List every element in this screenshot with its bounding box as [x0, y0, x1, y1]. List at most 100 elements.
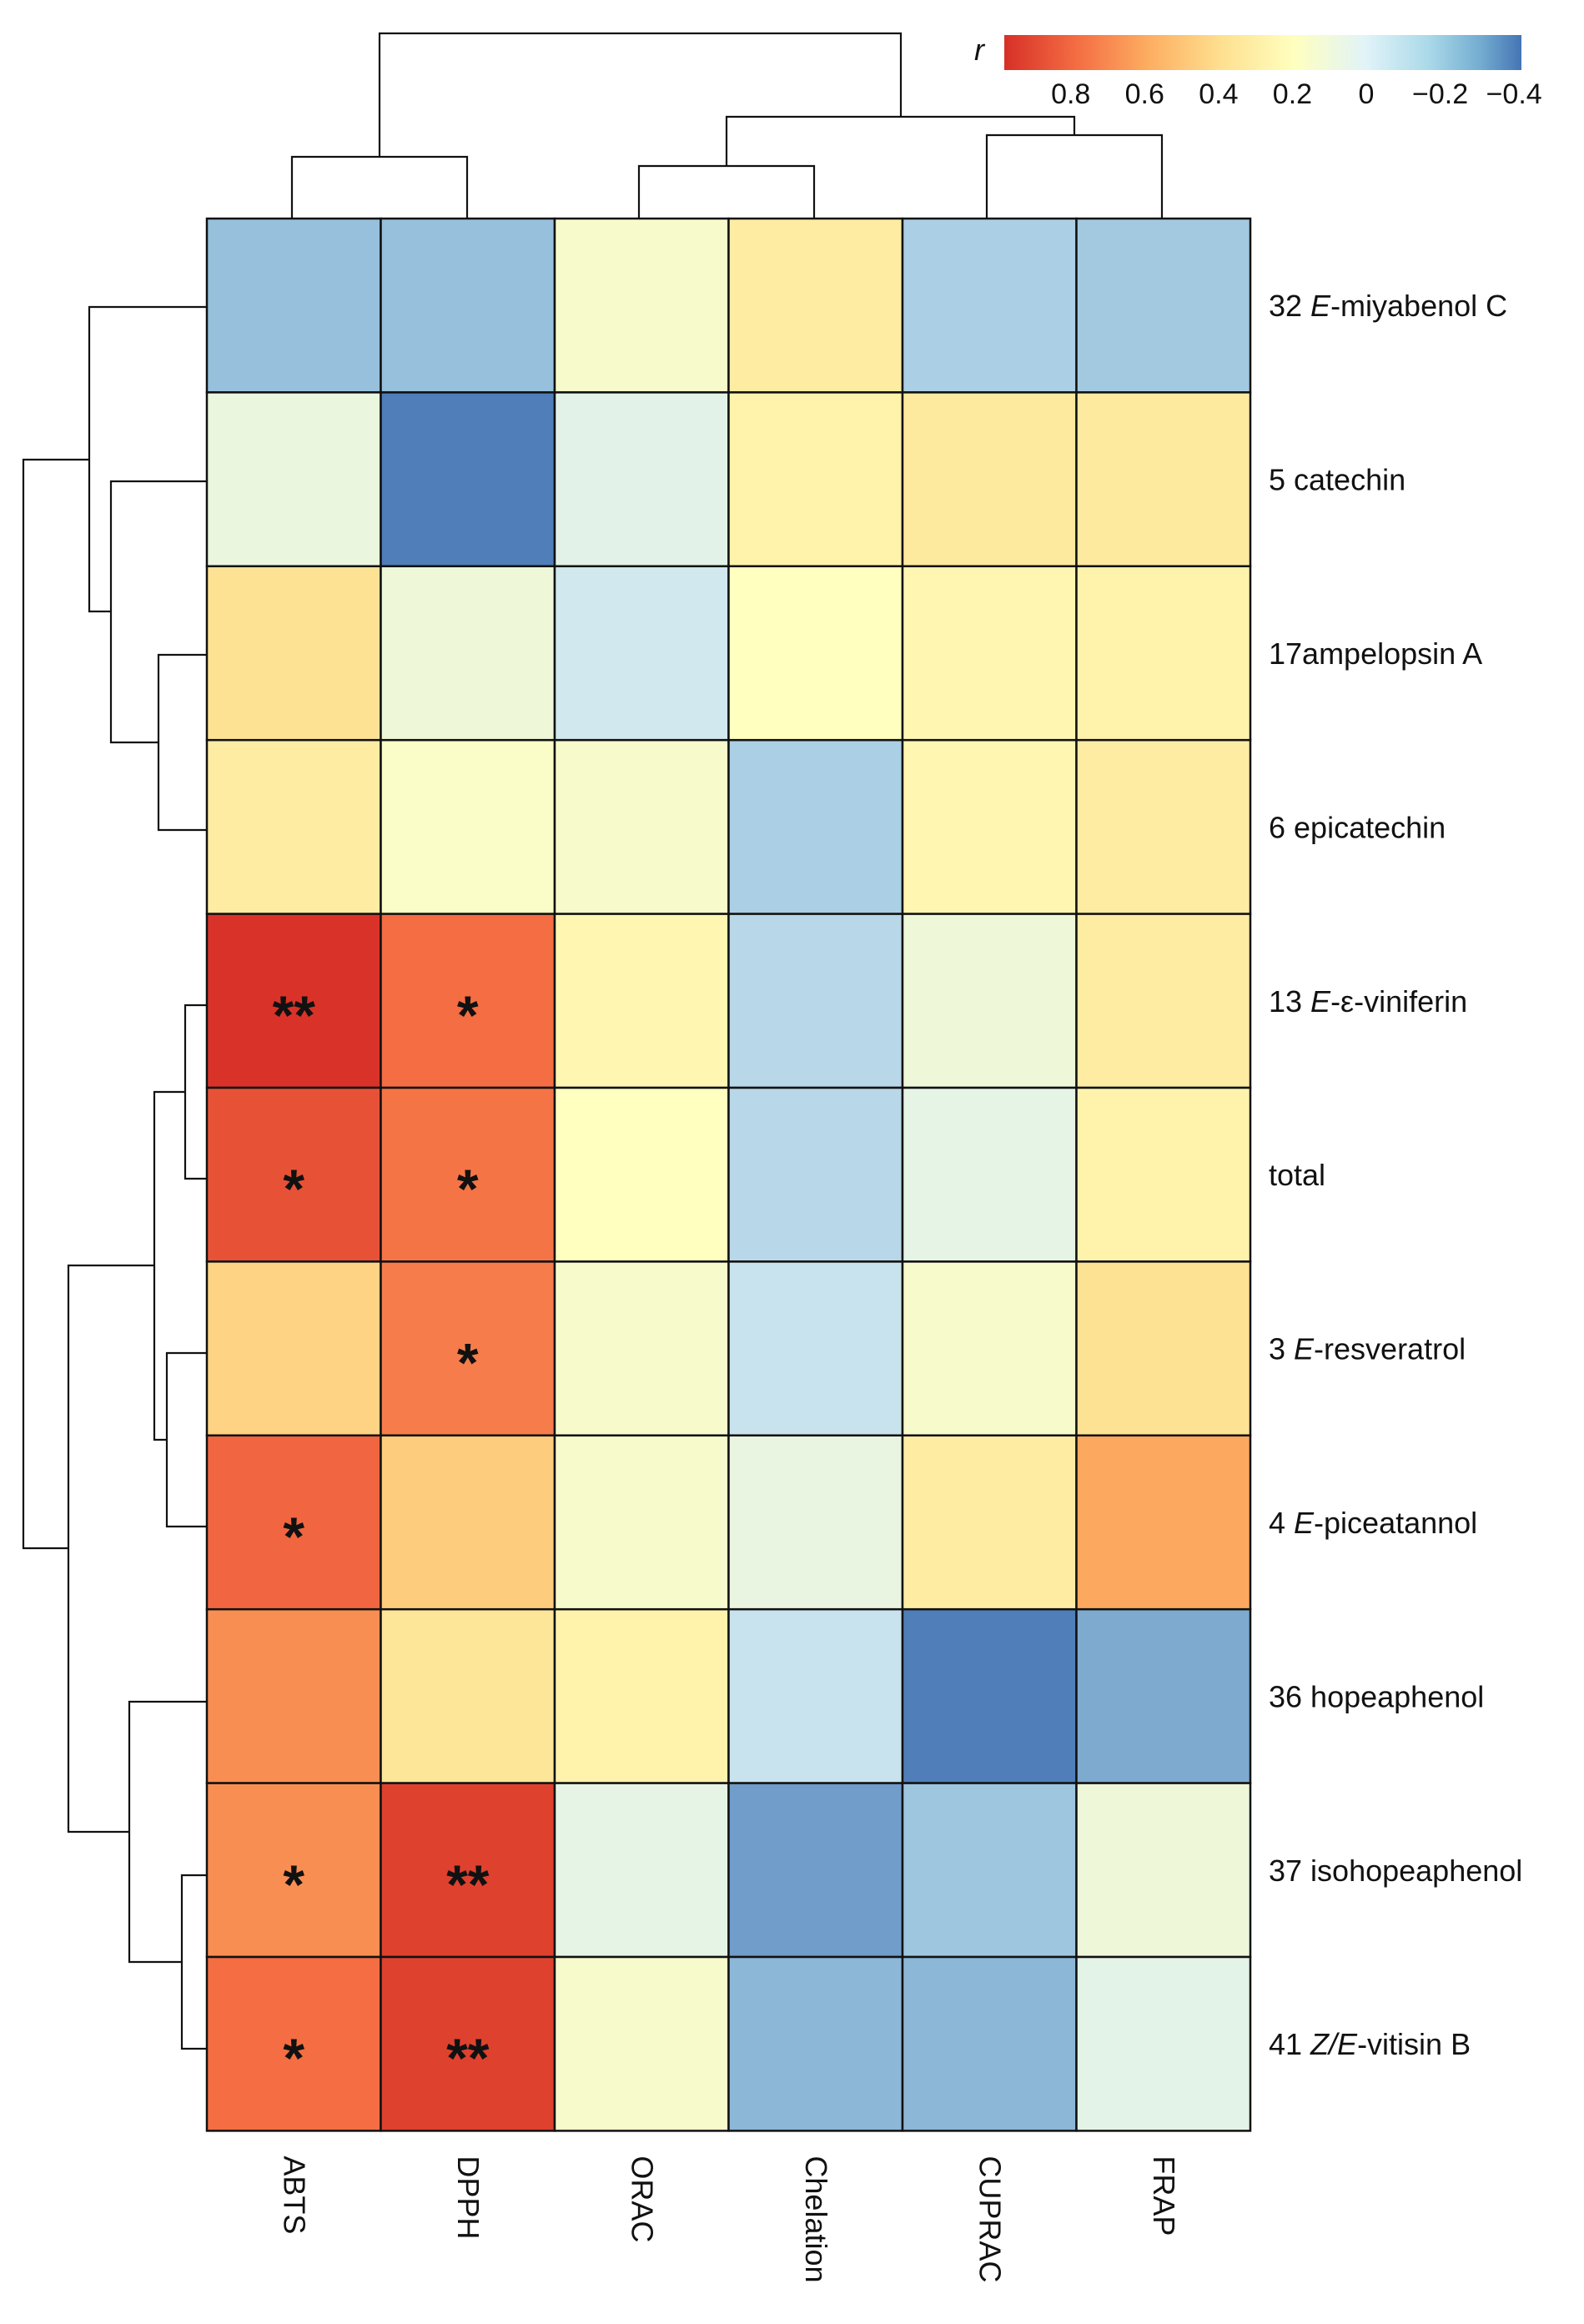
- colorbar-tick-label: 0.8: [1051, 78, 1090, 110]
- heatmap-cell: [205, 1955, 382, 2132]
- colorbar-tick-label: 0.4: [1199, 78, 1238, 110]
- heatmap-cell: [553, 738, 730, 915]
- row-label: total: [1269, 1158, 1325, 1192]
- heatmap-cell: [727, 1607, 904, 1784]
- heatmap-cell: [553, 1607, 730, 1784]
- significance-marks: ** ** **** *** **: [273, 984, 490, 2089]
- significance-mark: *: [457, 1158, 479, 1220]
- heatmap-cell: [205, 1607, 382, 1784]
- row-dendro-isohope-vitisin: [180, 1874, 207, 2050]
- row-dendrogram: [22, 305, 207, 2050]
- row-dendro-viniferin-total: [184, 1004, 207, 1180]
- colorbar-ticks: 0.8 0.6 0.4 0.2 0 −0.2 −0.4: [1051, 78, 1542, 110]
- heatmap-cell: [1075, 1086, 1252, 1263]
- row-dendro-bottom-cluster: [67, 1264, 154, 1834]
- significance-mark: *: [283, 1506, 304, 1567]
- row-label: 41 Z/E-vitisin B: [1269, 2027, 1471, 2061]
- heatmap-cell: [901, 1086, 1078, 1263]
- colorbar-title: r: [974, 33, 986, 67]
- heatmap-cell: [380, 738, 556, 915]
- row-label: 13 E-ε-viniferin: [1269, 984, 1467, 1019]
- column-labels: ABTS DPPH ORAC Chelation CUPRAC FRAP: [277, 2155, 1181, 2282]
- heatmap-cell: [380, 1260, 556, 1437]
- significance-mark: **: [446, 2027, 490, 2089]
- heatmap-cell: [727, 391, 904, 568]
- colorbar-tick-label: 0.6: [1125, 78, 1164, 110]
- column-label: Chelation: [799, 2155, 833, 2282]
- heatmap-cell: [553, 1086, 730, 1263]
- row-label: 17ampelopsin A: [1269, 636, 1482, 671]
- col-dendro-orac-chelation: [637, 164, 816, 219]
- heatmap-cell: [1075, 1434, 1252, 1611]
- heatmap-cell: [380, 1955, 556, 2132]
- heatmap-cell: [901, 1955, 1078, 2132]
- heatmap-cell: [1075, 1260, 1252, 1437]
- column-label: CUPRAC: [973, 2155, 1007, 2282]
- heatmap-cell: [1075, 738, 1252, 915]
- colorbar-tick-label: −0.2: [1412, 78, 1468, 110]
- heatmap-cell: [727, 913, 904, 1089]
- heatmap-cell: [727, 1782, 904, 1959]
- column-label: DPPH: [451, 2155, 485, 2239]
- heatmap-cell: [380, 391, 556, 568]
- heatmap-cell: [901, 738, 1078, 915]
- heatmap-cell: [1075, 565, 1252, 742]
- significance-mark: **: [273, 984, 316, 1046]
- heatmap-cell: [1075, 217, 1252, 394]
- heatmap-cell: [553, 217, 730, 394]
- heatmap-cell: [205, 1260, 382, 1437]
- significance-mark: *: [457, 1332, 479, 1394]
- row-label: 5 catechin: [1269, 463, 1405, 497]
- row-dendro-root: [22, 458, 89, 1550]
- heatmap-cell: [553, 1260, 730, 1437]
- significance-mark: *: [283, 2027, 304, 2089]
- column-label: FRAP: [1147, 2155, 1181, 2236]
- heatmap-cell: [205, 565, 382, 742]
- heatmap-cell: [1075, 1782, 1252, 1959]
- significance-mark: *: [283, 1854, 304, 1915]
- row-dendro-mid-cluster: [153, 1090, 185, 1441]
- heatmap-cell: [901, 913, 1078, 1089]
- heatmap-cell: [727, 1955, 904, 2132]
- col-dendro-root: [378, 32, 903, 157]
- heatmap-cell: [380, 217, 556, 394]
- heatmap-cell: [901, 1607, 1078, 1784]
- heatmap-cell: [205, 1782, 382, 1959]
- heatmap-cell: [901, 1260, 1078, 1437]
- heatmap-cell: [727, 738, 904, 915]
- heatmap-cell: [553, 1955, 730, 2132]
- heatmap-cell: [1075, 1955, 1252, 2132]
- heatmap-cell: [727, 217, 904, 394]
- colorbar-tick-label: 0.2: [1273, 78, 1312, 110]
- heatmap-cell: [901, 565, 1078, 742]
- heatmap-cell: [380, 565, 556, 742]
- heatmap-cell: [553, 391, 730, 568]
- heatmap-cell: [901, 1782, 1078, 1959]
- heatmap-cell: [205, 391, 382, 568]
- heatmap-cell: [727, 1434, 904, 1611]
- heatmap-cell: [205, 217, 382, 394]
- heatmap-cell: [727, 565, 904, 742]
- col-dendro-abts-dpph: [290, 155, 469, 219]
- col-dendro-orac-frap: [725, 115, 1076, 166]
- row-label: 36 hopeaphenol: [1269, 1679, 1484, 1713]
- column-label: ABTS: [277, 2155, 311, 2234]
- heatmap-cell: [553, 565, 730, 742]
- row-dendro-top-cluster: [88, 305, 207, 613]
- row-dendro-ampelopsin-epicatechin: [157, 653, 207, 832]
- heatmap-cell: [380, 1086, 556, 1263]
- colorbar-gradient: [1004, 35, 1521, 70]
- heatmap-cell: [901, 391, 1078, 568]
- colorbar-tick-label: 0: [1359, 78, 1375, 110]
- heatmap-cell: [1075, 391, 1252, 568]
- heatmap-cell: [553, 913, 730, 1089]
- column-label: ORAC: [625, 2155, 659, 2242]
- row-label: 32 E-miyabenol C: [1269, 289, 1507, 323]
- heatmap-cell: [1075, 1607, 1252, 1784]
- significance-mark: *: [457, 984, 479, 1046]
- heatmap-cell: [901, 217, 1078, 394]
- heatmap-cell: [727, 1086, 904, 1263]
- heatmap-cell: [380, 1607, 556, 1784]
- row-label: 3 E-resveratrol: [1269, 1332, 1466, 1366]
